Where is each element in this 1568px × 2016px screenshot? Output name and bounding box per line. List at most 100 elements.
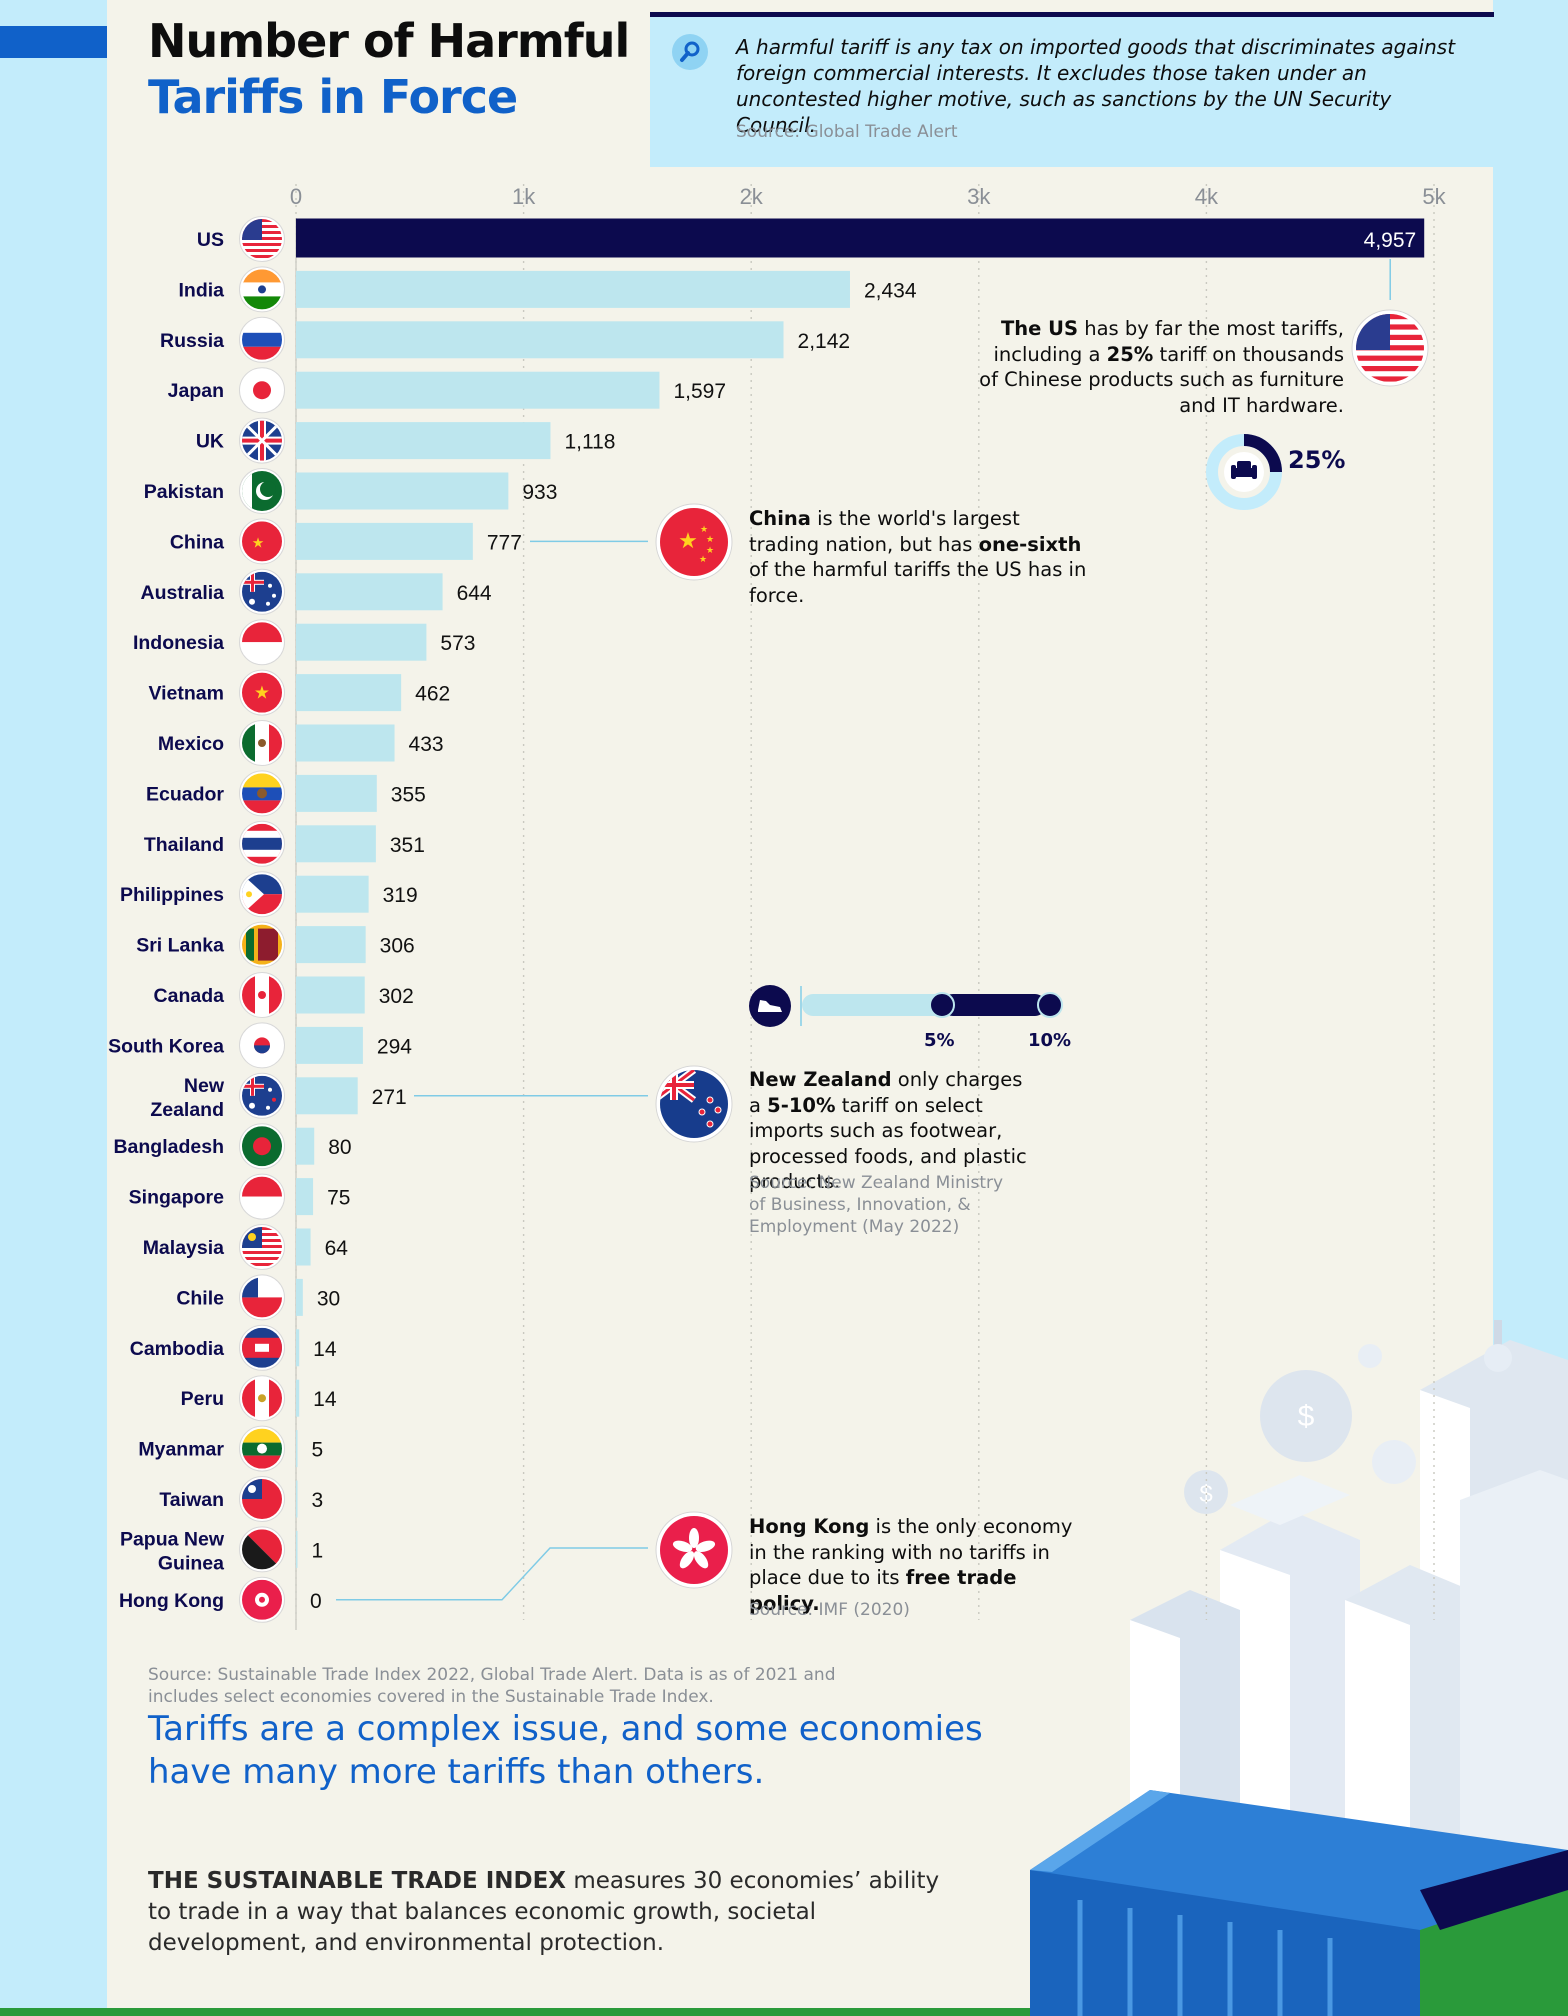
category-label-singapore: Singapore [129, 1187, 225, 1209]
value-label-bangladesh: 80 [328, 1136, 351, 1159]
category-label-canada: Canada [154, 985, 225, 1007]
uk-flag-icon [239, 417, 285, 464]
us-annotation-bold: The US [1000, 317, 1079, 340]
sti-description: THE SUSTAINABLE TRADE INDEX measures 30 … [148, 1868, 940, 1956]
value-label-australia: 644 [457, 582, 492, 605]
category-label-hong-kong: Hong Kong [119, 1590, 224, 1612]
definition-source: Source: Global Trade Alert [736, 122, 958, 142]
svg-text:$: $ [1298, 1400, 1315, 1433]
value-label-taiwan: 3 [312, 1489, 324, 1512]
tariff-definition: A harmful tariff is any tax on imported … [736, 35, 1456, 137]
hong-kong-flag-icon [239, 1576, 285, 1623]
value-label-south-korea: 294 [377, 1035, 412, 1058]
svg-text:★: ★ [699, 555, 707, 565]
south-korea-flag-icon [239, 1022, 285, 1069]
value-label-russia: 2,142 [798, 330, 851, 353]
bar-japan [296, 371, 660, 409]
category-label-peru: Peru [181, 1388, 224, 1410]
us-annotation: The US has by far the most tariffs, incl… [979, 317, 1344, 417]
category-label-myanmar: Myanmar [138, 1439, 224, 1461]
chile-flag-icon [239, 1274, 285, 1321]
category-label-russia: Russia [160, 330, 224, 352]
value-label-myanmar: 5 [312, 1439, 324, 1462]
x-tick-label: 0 [290, 184, 302, 209]
bar-indonesia [296, 623, 427, 661]
bar-bangladesh [296, 1127, 315, 1165]
tagline: Tariffs are a complex issue, and some ec… [148, 1709, 983, 1792]
bar-taiwan [296, 1480, 298, 1518]
brand-stripe [0, 26, 107, 58]
bar-thailand [296, 825, 376, 863]
china-flag-icon: ★ [239, 518, 285, 565]
bar-australia [296, 573, 443, 611]
value-label-sri-lanka: 306 [380, 935, 415, 958]
category-label-malaysia: Malaysia [143, 1237, 224, 1259]
indonesia-flag-icon [239, 619, 285, 666]
canada-flag-icon [239, 972, 285, 1018]
category-label-bangladesh: Bangladesh [113, 1136, 224, 1158]
papua-new-guinea-flag-icon [239, 1526, 285, 1573]
bar-chart: 0 1k 2k 3k 4k 5k4,957 US 2,434 India 2,142 Russia 1… [108, 184, 1447, 1630]
category-label-cambodia: Cambodia [130, 1338, 224, 1360]
bar-uk [296, 422, 551, 460]
hong-kong-annotation: Hong Kong is the only economy in the ran… [749, 1515, 1073, 1615]
armchair-icon [1231, 461, 1257, 479]
bangladesh-flag-icon [239, 1123, 285, 1170]
category-label-south-korea: South Korea [108, 1035, 224, 1057]
page-title-line2: Tariffs in Force [148, 70, 518, 124]
peru-flag-icon [239, 1375, 285, 1422]
value-label-philippines: 319 [383, 884, 418, 907]
value-label-vietnam: 462 [415, 683, 450, 706]
russia-flag-icon [239, 316, 285, 363]
value-label-cambodia: 14 [313, 1338, 337, 1361]
x-tick-label: 2k [740, 184, 764, 209]
value-label-india: 2,434 [864, 279, 917, 302]
category-label-japan: Japan [168, 380, 224, 402]
x-tick-label: 3k [967, 184, 991, 209]
bar-vietnam [296, 674, 402, 712]
value-label-chile: 30 [317, 1287, 340, 1310]
shipping-container-illustration [1030, 1790, 1568, 2016]
category-label-papua-new-guinea: Papua New Guinea [120, 1528, 225, 1574]
magnifier-icon [672, 34, 708, 70]
range-low-label: 5% [924, 1030, 955, 1051]
bar-us [296, 218, 1425, 258]
hong-kong-connector [336, 1547, 648, 1601]
value-label-thailand: 351 [390, 834, 425, 857]
new-zealand-annotation: New Zealand only charges a 5-10% tariff … [749, 1068, 1027, 1193]
bar-mexico [296, 724, 395, 762]
china-annotation: China is the world's largest trading nat… [749, 507, 1087, 607]
philippines-flag-icon [239, 871, 285, 918]
value-label-peru: 14 [313, 1388, 337, 1411]
value-label-new-zealand: 271 [372, 1086, 407, 1109]
new-zealand-source: Source: New Zealand Ministry of Business… [749, 1173, 1004, 1237]
category-label-india: India [178, 279, 224, 301]
myanmar-flag-icon [239, 1425, 285, 1472]
category-label-uk: UK [196, 431, 224, 453]
value-label-ecuador: 355 [391, 783, 426, 806]
value-label-pakistan: 933 [522, 481, 557, 504]
category-label-mexico: Mexico [158, 733, 224, 755]
value-label-china: 777 [487, 531, 522, 554]
x-tick-label: 1k [512, 184, 536, 209]
range-fill [942, 994, 1046, 1016]
bottom-stripe [0, 2008, 1568, 2016]
bar-singapore [296, 1178, 314, 1216]
bar-india [296, 270, 850, 308]
sri-lanka-flag-icon [239, 921, 285, 968]
bar-canada [296, 976, 365, 1014]
mexico-flag-icon [239, 720, 285, 766]
svg-text:★: ★ [700, 525, 708, 535]
india-flag-icon [239, 266, 285, 313]
value-label-us: 4,957 [1364, 229, 1417, 252]
x-tick-label: 5k [1422, 184, 1446, 209]
bar-south-korea [296, 1026, 363, 1064]
value-label-hong-kong: 0 [310, 1590, 322, 1613]
ecuador-flag-icon [239, 770, 285, 817]
us-flag-large-icon [1351, 309, 1429, 387]
category-label-taiwan: Taiwan [159, 1489, 224, 1511]
value-label-malaysia: 64 [325, 1237, 349, 1260]
bar-china [296, 522, 473, 560]
definition-box [650, 12, 1494, 167]
coin-bubble-large [1260, 1370, 1352, 1462]
